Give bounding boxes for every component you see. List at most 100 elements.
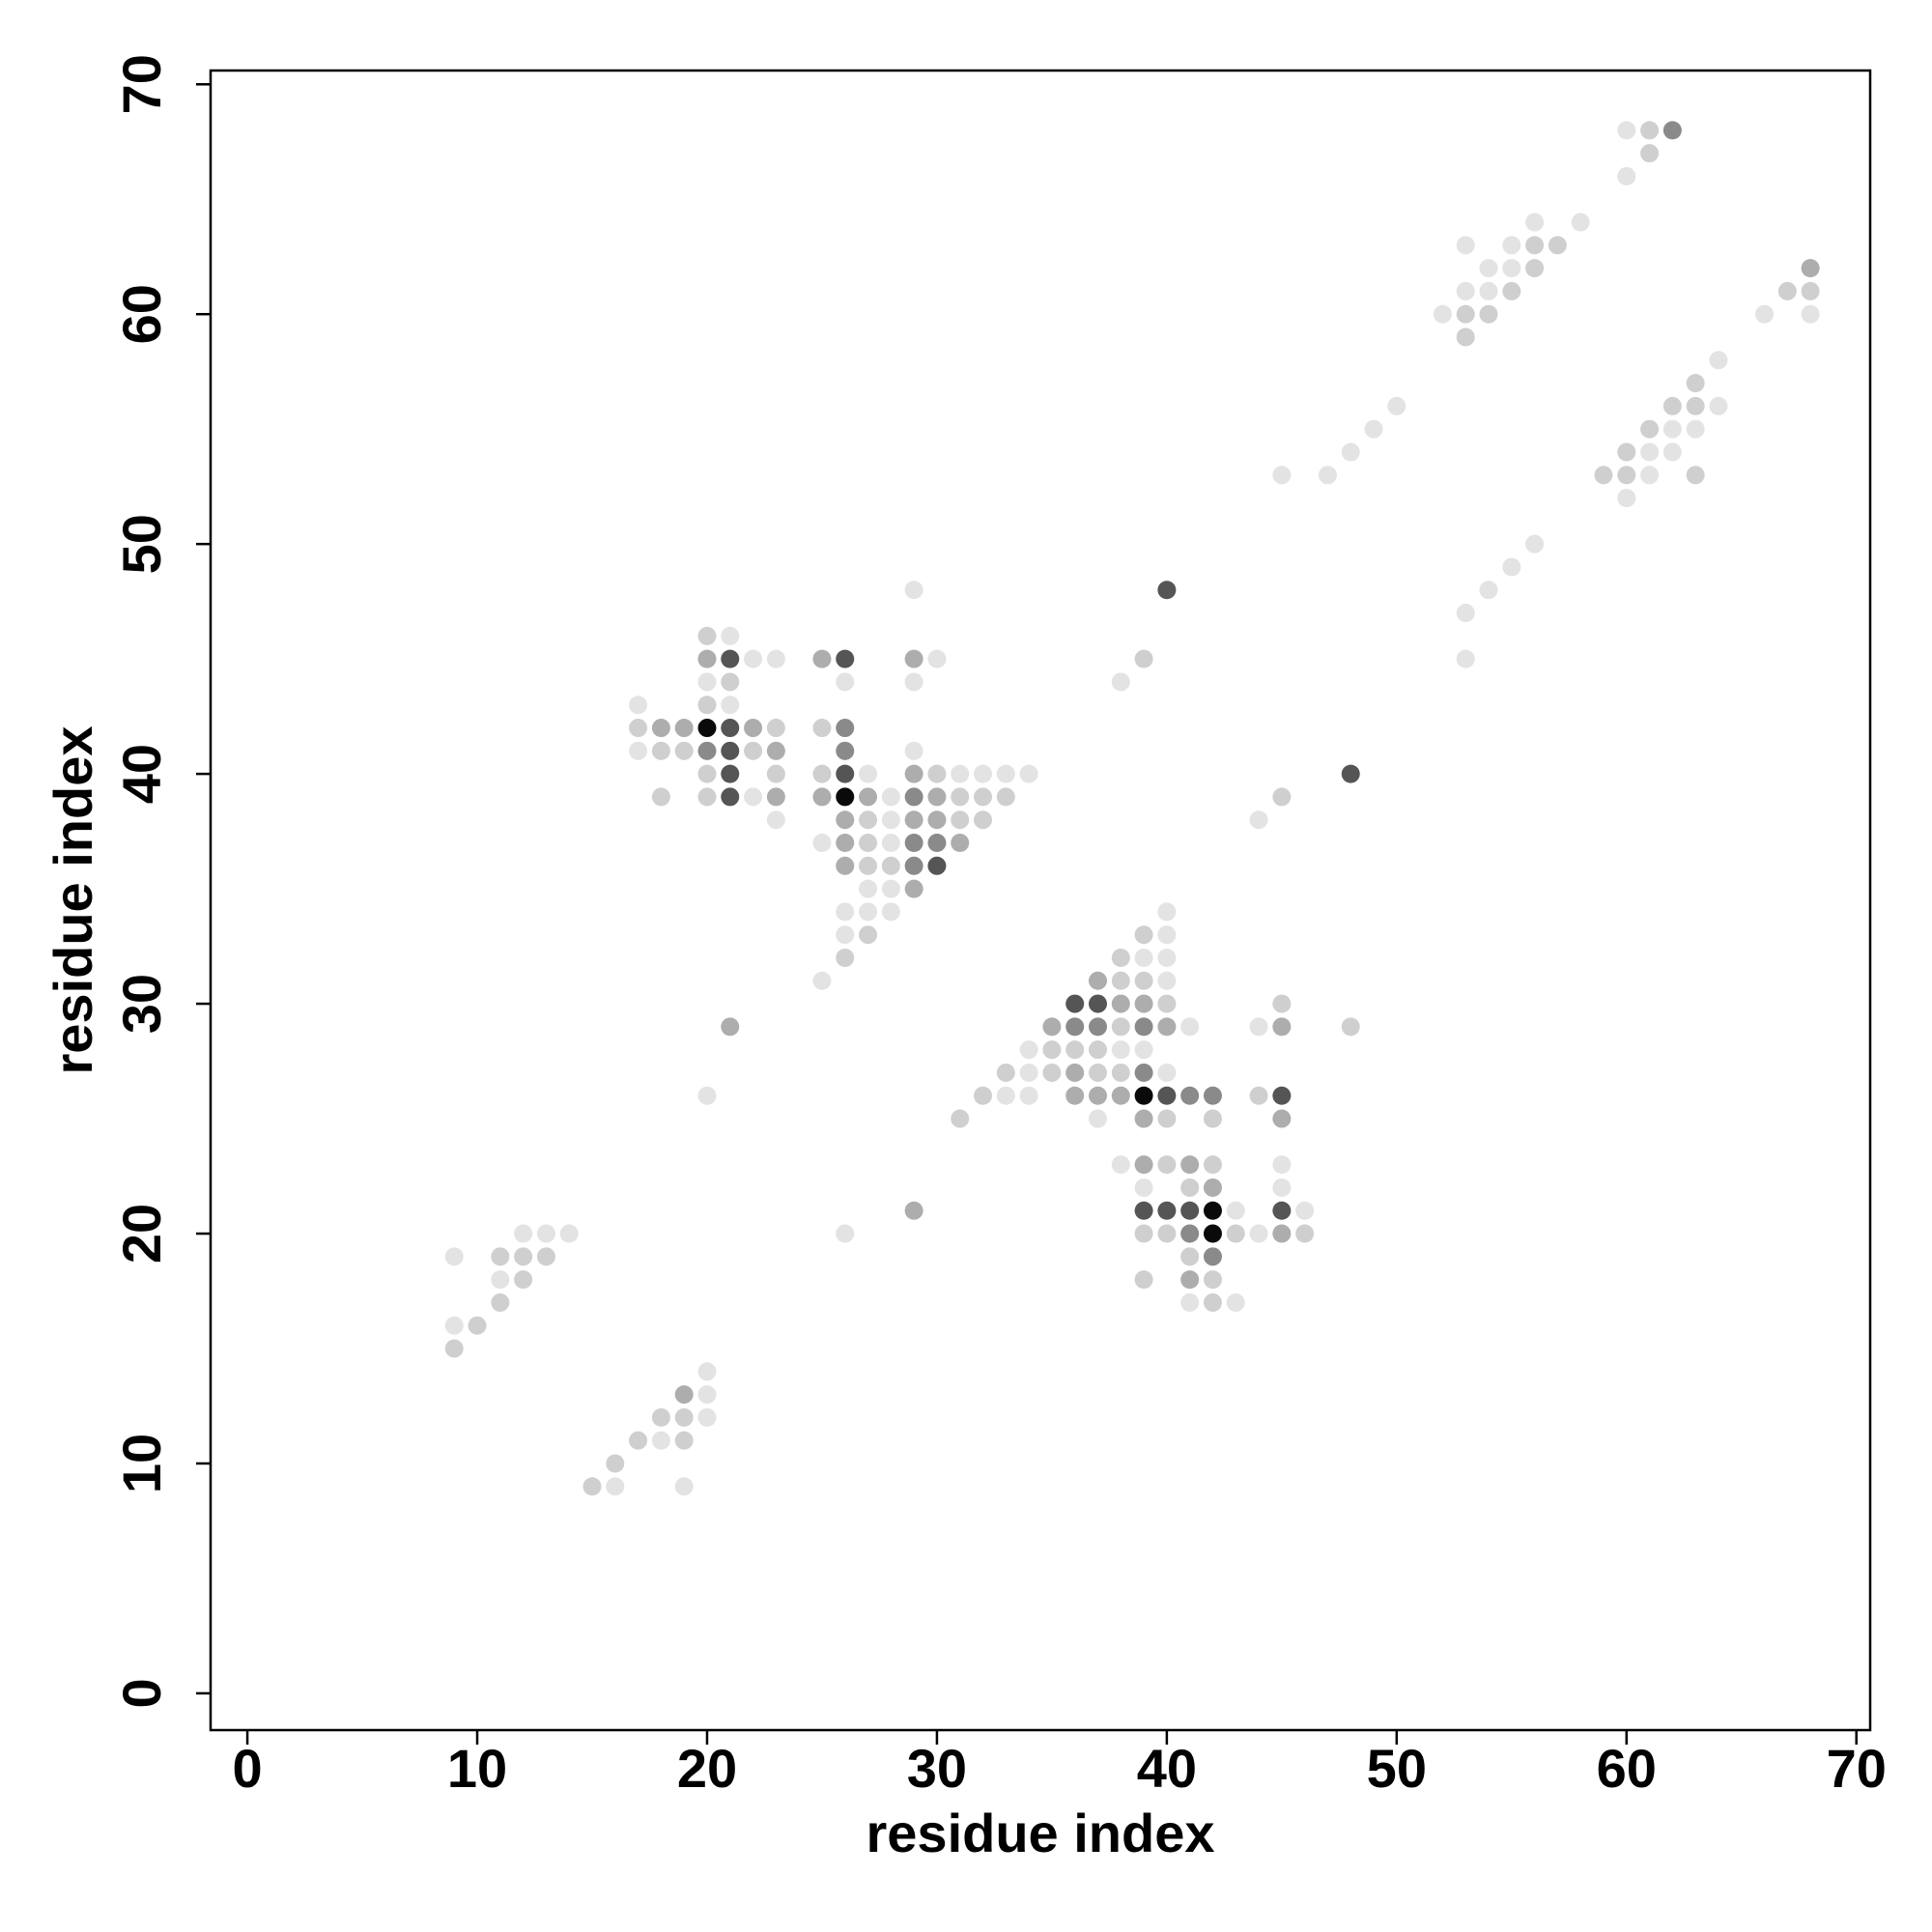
contact-point — [1203, 1293, 1222, 1312]
contact-point — [674, 1385, 694, 1405]
contact-point — [1777, 281, 1797, 300]
contact-point — [721, 1017, 740, 1037]
contact-point — [1456, 604, 1475, 623]
contact-point — [1134, 1040, 1153, 1060]
contact-point — [1272, 1178, 1292, 1197]
contact-point — [1180, 1086, 1200, 1105]
contact-point — [674, 1407, 694, 1427]
contact-point — [1180, 1224, 1200, 1243]
contact-point — [927, 856, 947, 875]
contact-point — [1180, 1017, 1200, 1037]
contact-point — [812, 764, 832, 783]
contact-point — [904, 810, 923, 830]
x-tick-label: 20 — [677, 1738, 737, 1799]
contact-point — [1157, 902, 1177, 922]
x-tick-label: 30 — [907, 1738, 967, 1799]
contact-point — [951, 834, 970, 853]
contact-point — [904, 741, 923, 760]
contact-point — [974, 1086, 993, 1105]
contact-point — [697, 741, 717, 760]
contact-point — [904, 834, 923, 853]
contact-point — [1640, 144, 1660, 163]
contact-point — [904, 649, 923, 668]
contact-point — [1180, 1155, 1200, 1175]
contact-point — [721, 719, 740, 738]
contact-point — [836, 810, 855, 830]
y-tick-label: 10 — [111, 1434, 172, 1493]
contact-point — [1341, 442, 1360, 462]
contact-point — [491, 1247, 510, 1266]
contact-point — [1134, 1178, 1153, 1197]
contact-point — [1640, 121, 1660, 140]
contact-point — [836, 1224, 855, 1243]
contact-point — [859, 856, 878, 875]
contact-point — [1180, 1270, 1200, 1290]
contact-point — [951, 1109, 970, 1128]
contact-point — [559, 1224, 579, 1243]
contact-point — [1594, 466, 1613, 485]
contact-point — [1088, 1063, 1107, 1082]
y-tick-label: 30 — [111, 974, 172, 1034]
contact-point — [1111, 948, 1130, 967]
contact-point — [1134, 994, 1153, 1013]
contact-point — [1456, 327, 1475, 347]
y-tick-label: 70 — [111, 54, 172, 114]
contact-point — [1226, 1201, 1245, 1220]
y-tick-label: 50 — [111, 514, 172, 574]
contact-point — [1456, 304, 1475, 324]
contact-point — [514, 1270, 533, 1290]
contact-point — [1525, 259, 1545, 278]
contact-point — [1662, 396, 1682, 415]
contact-point — [1272, 466, 1292, 485]
contact-point — [1502, 281, 1521, 300]
contact-point — [1180, 1178, 1200, 1197]
contact-point — [1203, 1155, 1222, 1175]
contact-point — [697, 626, 717, 645]
contact-point — [1065, 994, 1085, 1013]
contact-point — [1180, 1201, 1200, 1220]
contact-point — [1157, 994, 1177, 1013]
contact-point — [1111, 1017, 1130, 1037]
contact-point — [1134, 1109, 1153, 1128]
contact-point — [1111, 994, 1130, 1013]
contact-point — [881, 834, 900, 853]
plot-frame — [209, 69, 1872, 1732]
y-tick-label: 0 — [111, 1678, 172, 1708]
contact-point — [1433, 304, 1452, 324]
contact-point — [491, 1270, 510, 1290]
contact-point — [1134, 1155, 1153, 1175]
contact-point — [1318, 466, 1337, 485]
contact-point — [1203, 1201, 1222, 1220]
contact-point — [1479, 581, 1498, 600]
contact-point — [812, 719, 832, 738]
contact-point — [1157, 971, 1177, 990]
contact-point — [697, 672, 717, 692]
contact-point — [629, 741, 648, 760]
contact-point — [1157, 1224, 1177, 1243]
contact-point — [1272, 1155, 1292, 1175]
contact-point — [1686, 466, 1705, 485]
contact-point — [1111, 1086, 1130, 1105]
contact-point — [1157, 1063, 1177, 1082]
contact-point — [1502, 259, 1521, 278]
contact-point — [1662, 442, 1682, 462]
contact-point — [1088, 1017, 1107, 1037]
contact-point — [766, 719, 785, 738]
contact-point — [1088, 971, 1107, 990]
contact-point — [721, 649, 740, 668]
contact-point — [1272, 1086, 1292, 1105]
contact-point — [1111, 1155, 1130, 1175]
contact-point — [1479, 281, 1498, 300]
contact-point — [904, 879, 923, 898]
contact-point — [951, 764, 970, 783]
contact-point — [859, 879, 878, 898]
contact-point — [1456, 281, 1475, 300]
contact-point — [836, 672, 855, 692]
contact-point — [1617, 121, 1636, 140]
contact-point — [1640, 466, 1660, 485]
contact-point — [812, 649, 832, 668]
contact-point — [444, 1339, 464, 1358]
contact-point — [836, 764, 855, 783]
contact-point — [1157, 925, 1177, 945]
contact-point — [766, 741, 785, 760]
